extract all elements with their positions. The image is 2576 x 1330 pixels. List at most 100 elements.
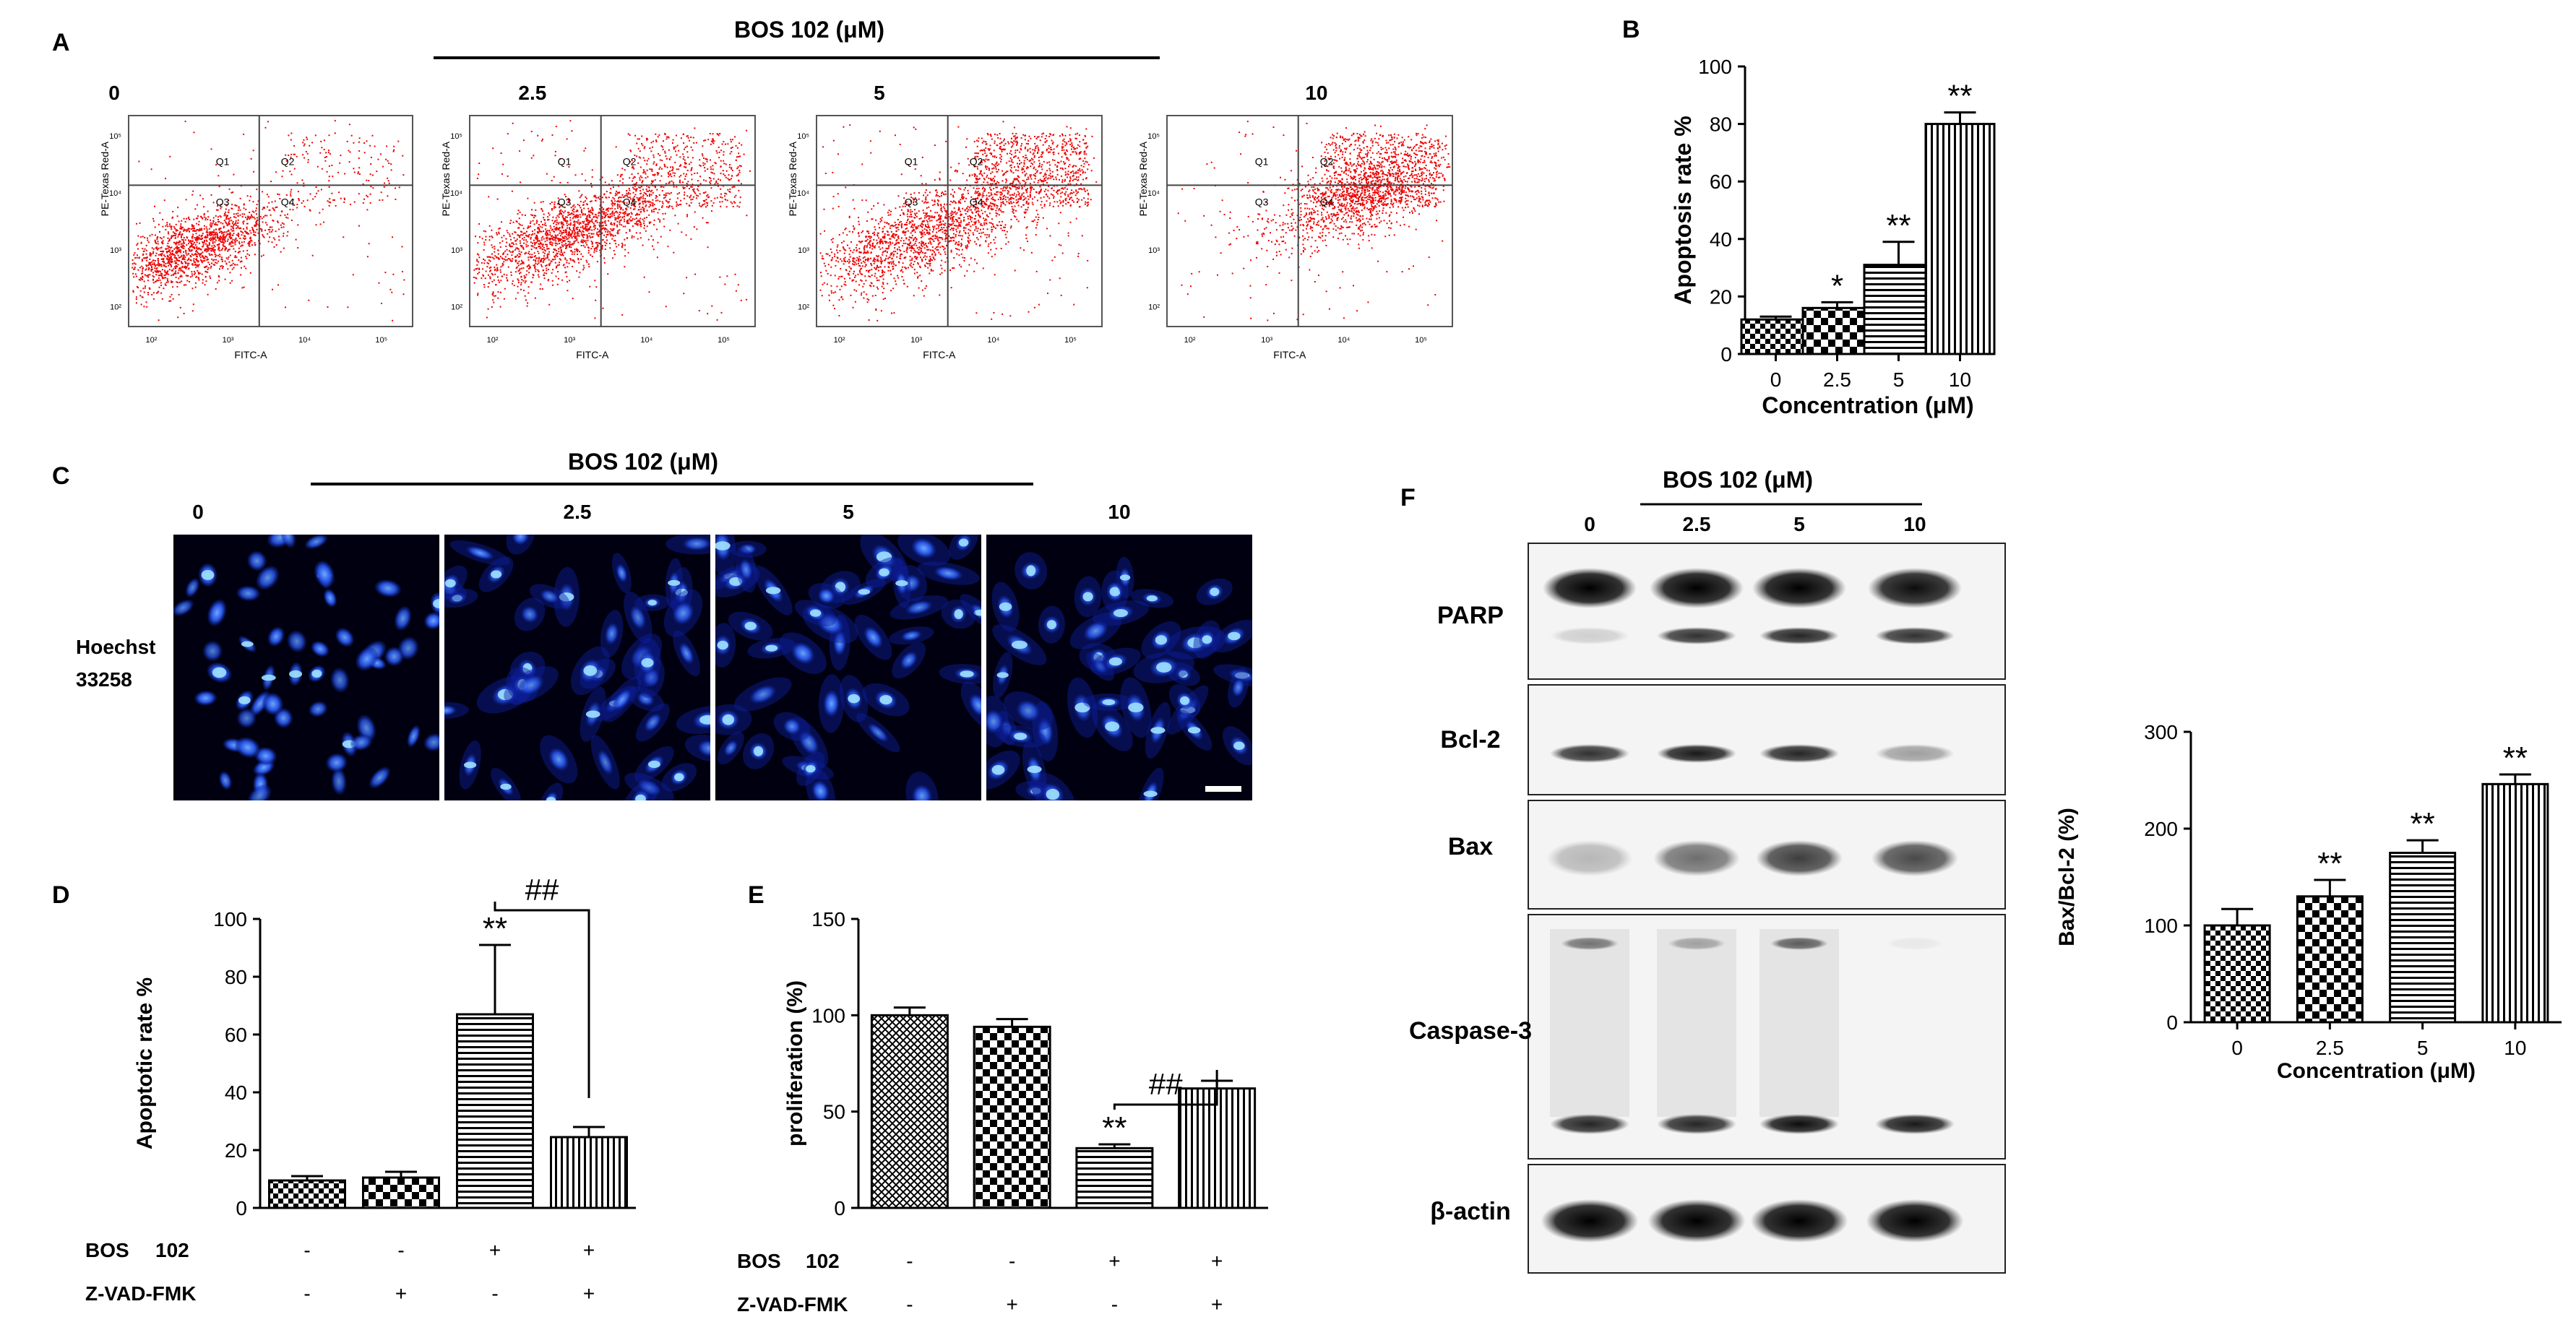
panel-letter-c: C [52, 462, 70, 490]
blot-band [1650, 568, 1744, 608]
x-axis-label: Concentration (μM) [1762, 392, 1973, 418]
x-tick-label: 10³ [564, 336, 575, 345]
bar [1801, 306, 1873, 355]
blot-band [1550, 627, 1629, 644]
stain-label-line2: 33258 [76, 668, 132, 691]
y-tick-label: 10³ [110, 246, 121, 255]
significance-marker: ** [2411, 806, 2435, 842]
y-tick-label: 10⁴ [450, 189, 462, 198]
x-tick-label: 0 [1770, 368, 1782, 391]
blot-parp: PARP [1437, 543, 2006, 680]
comparison-bracket [1113, 1070, 1218, 1110]
treatment-label-c: BOS 102 (μM) [568, 449, 718, 475]
x-tick-label: 10² [145, 336, 157, 345]
zvad-sign: + [1006, 1293, 1017, 1316]
blot-band [1668, 937, 1726, 950]
y-tick-label: 10⁵ [109, 132, 121, 141]
y-tick-label: 60 [1710, 170, 1732, 193]
treatment-label-f: BOS 102 (μM) [1663, 467, 1813, 493]
micrograph: 5 [715, 501, 981, 800]
micrograph: 2.5 [444, 501, 710, 800]
quadrant-label: Q4 [623, 196, 637, 207]
western-blots: 0 2.5 5 10 PARP Bcl-2 Bax Caspase-3 β-actin [1409, 513, 2006, 1274]
chart-e: 0 50 100 150 ** ## proliferation (%) [783, 908, 1268, 1219]
y-tick-label: 0 [236, 1197, 247, 1219]
blot-membrane [1528, 543, 2006, 680]
y-tick-label: 0 [834, 1197, 845, 1219]
quadrant-label: Q2 [623, 155, 637, 167]
quadrant-label: Q4 [281, 196, 295, 207]
concentration-label: 10 [1108, 501, 1130, 523]
x-tick-label: 10² [487, 336, 499, 345]
y-tick-label: 10⁴ [109, 189, 121, 198]
y-tick-label: 10² [110, 303, 121, 312]
blot-band [1546, 840, 1633, 876]
zvad-sign: - [491, 1282, 498, 1305]
blot-membrane [1528, 684, 2006, 795]
bos-row-label: BOS [737, 1250, 781, 1272]
panel-letter-f: F [1400, 484, 1416, 511]
y-tick-label: 10² [798, 303, 809, 312]
bos-sign: + [1108, 1250, 1120, 1272]
comparison-bracket [494, 902, 590, 1098]
scale-bar [1205, 786, 1241, 792]
blot-label: Bax [1448, 833, 1493, 860]
blot-band [1875, 627, 1955, 644]
blot-band [1561, 937, 1619, 950]
zvad-sign: - [906, 1293, 913, 1316]
blot-band [1770, 937, 1828, 950]
significance-marker: ** [1102, 1110, 1127, 1146]
micrograph: 10 [986, 501, 1252, 800]
y-axis-label: Apoptotic rate % [133, 977, 157, 1149]
panel-letter-a: A [52, 29, 70, 56]
quadrant-label: Q1 [558, 155, 572, 167]
bos-sign: - [906, 1250, 913, 1272]
bos-sign: - [1009, 1250, 1015, 1272]
blot-band [1756, 840, 1843, 876]
plot-frame [816, 115, 1103, 327]
y-tick-label: 10⁵ [450, 132, 462, 141]
micrographs: 0 2.5 5 10 [173, 501, 1252, 800]
flow-plot: 10 Q1 Q2 Q3 Q4 FITC-A PE-Texas Red-A 10² 10² 10³ 1… [1137, 82, 1453, 360]
y-tick-label: 40 [225, 1081, 247, 1104]
quadrant-label: Q1 [1255, 155, 1269, 167]
blot-band [1759, 1114, 1839, 1134]
blot-band [1866, 1199, 1964, 1243]
y-axis-label: Apoptosis rate % [1670, 116, 1696, 304]
y-tick-label: 200 [2144, 818, 2178, 840]
quadrant-label: Q1 [905, 155, 918, 167]
blot-band [1752, 568, 1846, 608]
y-axis-label: Bax/Bcl-2 (%) [2055, 808, 2079, 946]
nuclei [173, 535, 439, 800]
x-tick-label: 10² [834, 336, 845, 345]
event-dots [473, 120, 751, 321]
x-tick-label: 0 [2231, 1037, 2243, 1059]
micrograph: 0 [173, 501, 439, 800]
y-tick-label: 80 [1710, 113, 1732, 136]
significance-marker: ** [2317, 846, 2342, 881]
bar [1740, 318, 1812, 355]
blot-band [1657, 1114, 1736, 1134]
x-axis-label: FITC-A [923, 349, 956, 360]
x-tick-label: 10⁴ [298, 336, 311, 345]
blot-band [1541, 1199, 1639, 1243]
blot-band [1657, 627, 1736, 644]
nuclei [986, 552, 1252, 800]
nuclei [444, 535, 710, 800]
quadrant-label: Q3 [216, 196, 230, 207]
quadrant-label: Q4 [970, 196, 983, 207]
y-tick-label: 10³ [798, 246, 809, 255]
y-tick-label: 100 [811, 1004, 845, 1027]
blot-label: β-actin [1430, 1198, 1510, 1225]
x-tick-label: 10⁵ [375, 336, 387, 345]
stain-label-line1: Hoechst [76, 636, 155, 658]
blot-band [1875, 1114, 1955, 1134]
chart-f: 0 100 200 300 0 ** 2.5 ** 5 ** 10 Bax/Bcl-2 (%) Conc… [2055, 721, 2562, 1083]
zvad-sign: + [583, 1282, 595, 1305]
blot-band [1653, 840, 1740, 876]
quadrant-label: Q4 [1320, 196, 1334, 207]
panel-a: A BOS 102 (μM) 0 Q1 Q2 Q3 Q4 FITC-A PE-Texas R… [52, 17, 1453, 360]
zvad-sign: - [1111, 1293, 1118, 1316]
y-axis-label: proliferation (%) [783, 980, 807, 1147]
bar [1075, 1147, 1154, 1209]
